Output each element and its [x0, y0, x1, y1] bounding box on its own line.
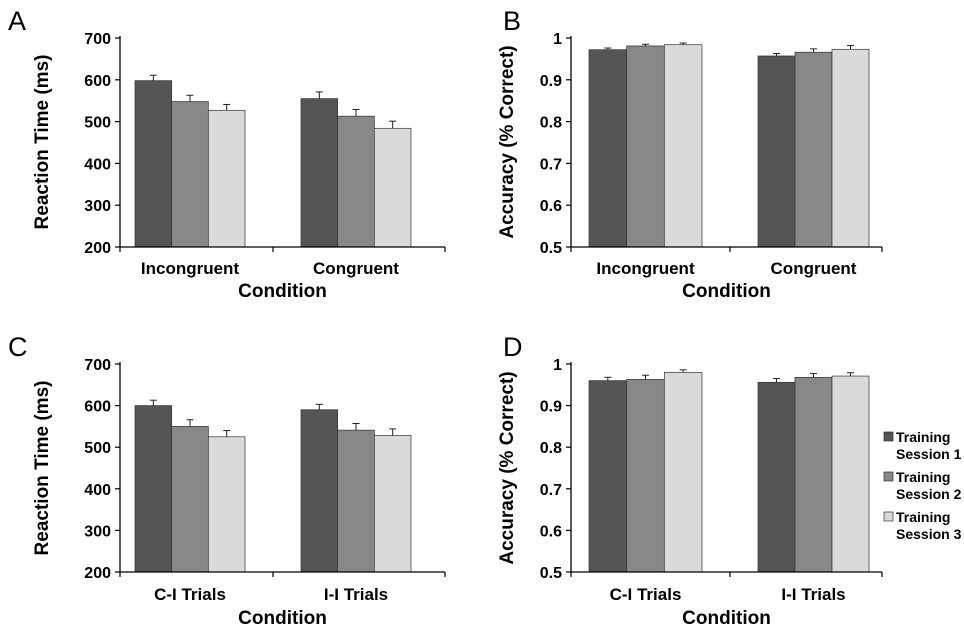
bar — [171, 101, 209, 248]
bar — [626, 45, 665, 248]
legend-label: Training — [896, 469, 950, 485]
y-tick-label: 0.6 — [540, 523, 562, 540]
x-tick-label: Incongruent — [141, 259, 240, 278]
bar — [373, 435, 412, 573]
bar — [663, 44, 703, 248]
x-tick-label: Congruent — [313, 259, 399, 278]
bar — [134, 405, 173, 573]
bar — [831, 375, 870, 573]
panel-letter: A — [8, 6, 26, 36]
y-tick-label: 500 — [84, 115, 111, 132]
x-tick-label: I-I Trials — [324, 585, 388, 604]
bar — [300, 98, 339, 248]
y-axis-title: Accuracy (% Correct) — [497, 45, 518, 238]
legend-label: Session 3 — [896, 526, 962, 542]
y-axis-title: Accuracy (% Correct) — [497, 371, 518, 564]
y-axis-title: Reaction Time (ms) — [32, 55, 53, 230]
bar — [337, 429, 375, 573]
y-tick-label: 300 — [84, 198, 111, 215]
y-tick-label: 0.9 — [540, 399, 562, 416]
y-tick-label: 1 — [553, 31, 562, 48]
panel-a: A 200 300 400 500 600 700 Incongruent Congruent C… — [8, 6, 446, 302]
legend-swatch — [883, 431, 894, 442]
bar — [171, 426, 209, 573]
panel-letter: B — [503, 6, 521, 36]
bar — [831, 48, 870, 248]
y-tick-label: 400 — [84, 156, 111, 173]
bar — [588, 49, 628, 248]
bar — [207, 109, 246, 248]
y-tick-label: 0.7 — [540, 156, 562, 173]
x-tick-label: C-I Trials — [154, 585, 226, 604]
legend-label: Training — [896, 509, 950, 525]
y-axis-title: Reaction Time (ms) — [32, 381, 53, 556]
legend-label: Session 1 — [896, 446, 962, 462]
y-tick-label: 600 — [84, 73, 111, 90]
x-tick-label: I-I Trials — [781, 585, 845, 604]
bar — [757, 55, 796, 248]
bar — [134, 80, 173, 248]
y-tick-label: 400 — [84, 482, 111, 499]
panel-letter: C — [8, 332, 28, 362]
bar — [373, 127, 412, 248]
bar — [663, 371, 703, 573]
y-tick-label: 0.8 — [540, 440, 562, 457]
y-tick-label: 0.9 — [540, 73, 562, 90]
y-tick-label: 700 — [84, 31, 111, 48]
y-tick-label: 0.6 — [540, 198, 562, 215]
y-tick-label: 0.5 — [540, 565, 562, 582]
legend-swatch — [883, 471, 894, 482]
y-tick-label: 500 — [84, 440, 111, 457]
panel-c: C 200 300 400 500 600 700 C-I Trials I-I Trials C… — [8, 332, 446, 629]
bar — [626, 379, 665, 573]
legend-label: Training — [896, 429, 950, 445]
legend-label: Session 2 — [896, 486, 962, 502]
legend-swatch — [883, 511, 894, 522]
x-axis-title: Condition — [682, 608, 771, 629]
x-tick-label: Congruent — [771, 259, 857, 278]
bar — [207, 436, 246, 573]
bar — [794, 51, 833, 248]
y-tick-label: 200 — [84, 565, 111, 582]
y-tick-label: 300 — [84, 523, 111, 540]
y-tick-label: 0.5 — [540, 240, 562, 257]
panel-d: D 0.5 0.6 0.7 0.8 0.9 1 C-I Trials I-I Trials Con… — [497, 332, 883, 629]
y-tick-label: 0.8 — [540, 115, 562, 132]
panel-letter: D — [503, 332, 523, 362]
y-tick-label: 0.7 — [540, 482, 562, 499]
x-axis-title: Condition — [682, 281, 771, 302]
bar — [757, 381, 796, 573]
x-tick-label: C-I Trials — [610, 585, 682, 604]
panel-b: B 0.5 0.6 0.7 0.8 0.9 1 Incongruent CongruentCon… — [497, 6, 883, 302]
bar — [337, 115, 375, 248]
y-tick-label: 700 — [84, 357, 111, 374]
x-axis-title: Condition — [238, 608, 327, 629]
y-tick-label: 600 — [84, 399, 111, 416]
y-tick-label: 200 — [84, 240, 111, 257]
bar — [794, 376, 833, 573]
y-tick-label: 1 — [553, 357, 562, 374]
bar — [300, 409, 339, 573]
bar — [588, 380, 628, 573]
x-axis-title: Condition — [238, 281, 327, 302]
x-tick-label: Incongruent — [596, 259, 695, 278]
